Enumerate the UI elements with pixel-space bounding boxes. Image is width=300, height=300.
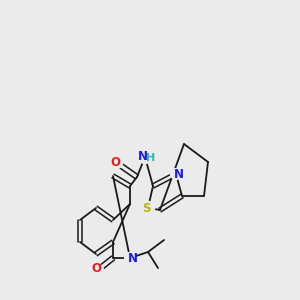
Circle shape <box>171 169 182 179</box>
Text: S: S <box>142 202 151 214</box>
Text: N: N <box>128 251 137 265</box>
Text: O: O <box>110 157 120 169</box>
Text: N: N <box>174 167 184 181</box>
Text: H: H <box>146 153 155 163</box>
Circle shape <box>124 253 135 263</box>
Circle shape <box>141 201 154 214</box>
Text: N: N <box>138 151 148 164</box>
Circle shape <box>112 158 122 168</box>
Circle shape <box>138 150 152 164</box>
Circle shape <box>93 265 104 275</box>
Text: O: O <box>92 262 101 275</box>
